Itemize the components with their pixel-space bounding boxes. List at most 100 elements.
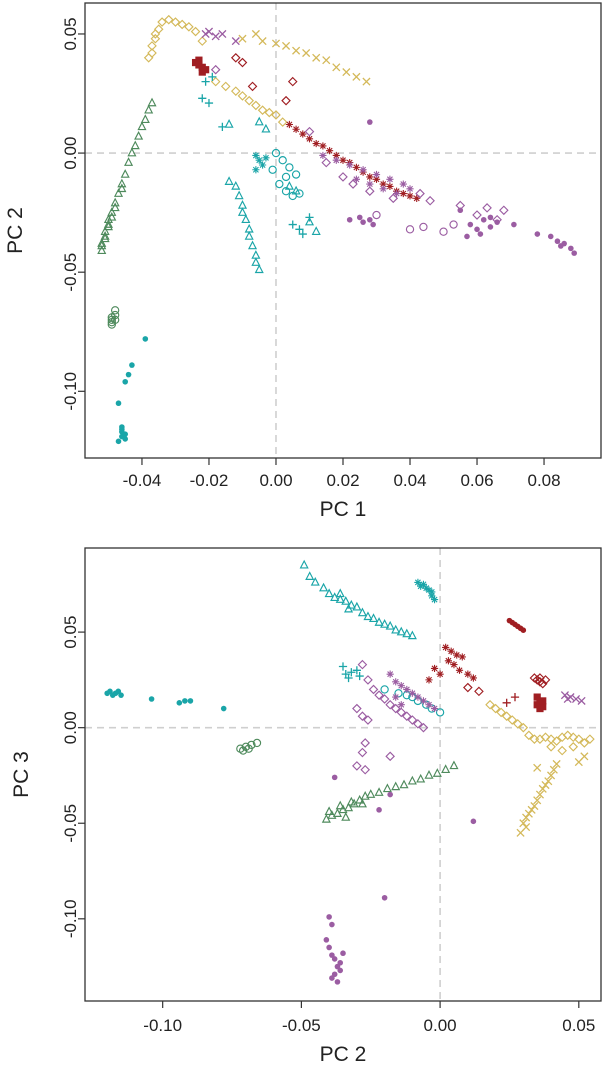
- data-point: [352, 72, 361, 81]
- data-point: [343, 603, 354, 613]
- data-point: [258, 161, 267, 169]
- data-point: [237, 91, 248, 101]
- data-point: [275, 179, 284, 189]
- data-point: [372, 175, 381, 183]
- data-point: [292, 46, 301, 55]
- data-point: [295, 189, 304, 198]
- series-gold-cross: [238, 29, 371, 86]
- data-point: [533, 701, 541, 709]
- data-point: [372, 170, 381, 179]
- data-point: [352, 761, 362, 771]
- data-point: [281, 172, 291, 182]
- data-point: [417, 582, 425, 590]
- data-point: [425, 676, 433, 684]
- data-point: [390, 703, 401, 714]
- data-point: [342, 68, 351, 77]
- data-point: [396, 626, 406, 636]
- data-point: [348, 179, 358, 189]
- data-point: [424, 770, 434, 779]
- data-point: [251, 100, 261, 111]
- data-point: [319, 142, 327, 150]
- data-point: [402, 628, 412, 638]
- data-point: [472, 210, 482, 220]
- data-point: [335, 800, 345, 810]
- data-point: [142, 336, 149, 342]
- data-point: [277, 117, 288, 127]
- data-point: [374, 787, 384, 796]
- data-point: [453, 651, 461, 659]
- data-point: [522, 813, 531, 822]
- reference-lines: [85, 3, 601, 458]
- data-point: [530, 801, 539, 811]
- data-point: [332, 151, 340, 160]
- data-point: [357, 747, 368, 758]
- data-point: [281, 187, 291, 196]
- data-point: [563, 694, 572, 704]
- series-purple-star: [319, 151, 414, 198]
- data-point: [254, 264, 264, 274]
- data-point: [549, 765, 558, 774]
- data-point: [127, 147, 137, 157]
- data-point: [304, 216, 315, 226]
- data-point: [352, 601, 362, 611]
- x-tick-label: 0.08: [527, 471, 560, 490]
- data-point: [339, 156, 347, 164]
- data-point: [220, 705, 227, 712]
- data-point: [352, 703, 362, 714]
- data-point: [414, 578, 422, 587]
- series-green-open-triangle: [321, 760, 459, 823]
- data-point: [324, 588, 334, 598]
- data-point: [571, 250, 577, 256]
- data-point: [357, 607, 367, 617]
- data-point: [334, 979, 341, 985]
- y-tick-label: 0.00: [61, 137, 80, 170]
- data-point: [247, 240, 258, 250]
- x-tick-label: -0.02: [190, 471, 229, 490]
- data-point: [552, 759, 561, 769]
- data-point: [391, 781, 401, 791]
- data-point: [425, 586, 433, 594]
- series-teal-star: [414, 578, 439, 604]
- data-point: [299, 130, 307, 138]
- data-point: [441, 764, 451, 773]
- data-point: [157, 17, 167, 27]
- data-point: [469, 674, 477, 682]
- data-point: [560, 691, 569, 700]
- data-point: [115, 400, 122, 407]
- data-point: [363, 611, 373, 621]
- data-point: [119, 424, 125, 430]
- data-point: [480, 216, 487, 223]
- data-point: [499, 205, 509, 216]
- data-point: [396, 707, 407, 718]
- data-point: [360, 764, 371, 775]
- data-point: [338, 662, 348, 671]
- series-green-open-circle: [236, 738, 262, 755]
- data-point: [397, 682, 405, 690]
- data-point: [585, 734, 595, 744]
- data-point: [554, 238, 561, 245]
- data-point: [507, 715, 518, 725]
- series-green-open-circle: [107, 306, 120, 329]
- data-point: [319, 582, 329, 592]
- data-point: [392, 693, 400, 701]
- data-point: [501, 711, 512, 722]
- pca-plot-pc2-pc3: -0.10 -0.05 0.00 0.05 -0.10 -0.05 0.00 0.05 PC 2…: [10, 547, 602, 1066]
- data-point: [311, 226, 321, 235]
- data-point: [406, 185, 414, 193]
- data-point: [577, 696, 586, 705]
- data-point: [428, 588, 436, 596]
- data-point: [367, 216, 373, 223]
- data-point: [251, 257, 261, 266]
- data-point: [125, 371, 132, 378]
- data-point: [281, 41, 291, 50]
- data-point: [511, 221, 517, 228]
- data-point: [100, 226, 110, 235]
- data-point: [357, 711, 368, 722]
- data-point: [379, 185, 387, 193]
- y-axis-label: PC 2: [4, 207, 27, 254]
- data-point: [422, 584, 430, 592]
- series-teal-open-triangle: [299, 559, 417, 640]
- data-point: [376, 807, 382, 813]
- data-point: [305, 213, 314, 222]
- series-red-star: [425, 643, 477, 684]
